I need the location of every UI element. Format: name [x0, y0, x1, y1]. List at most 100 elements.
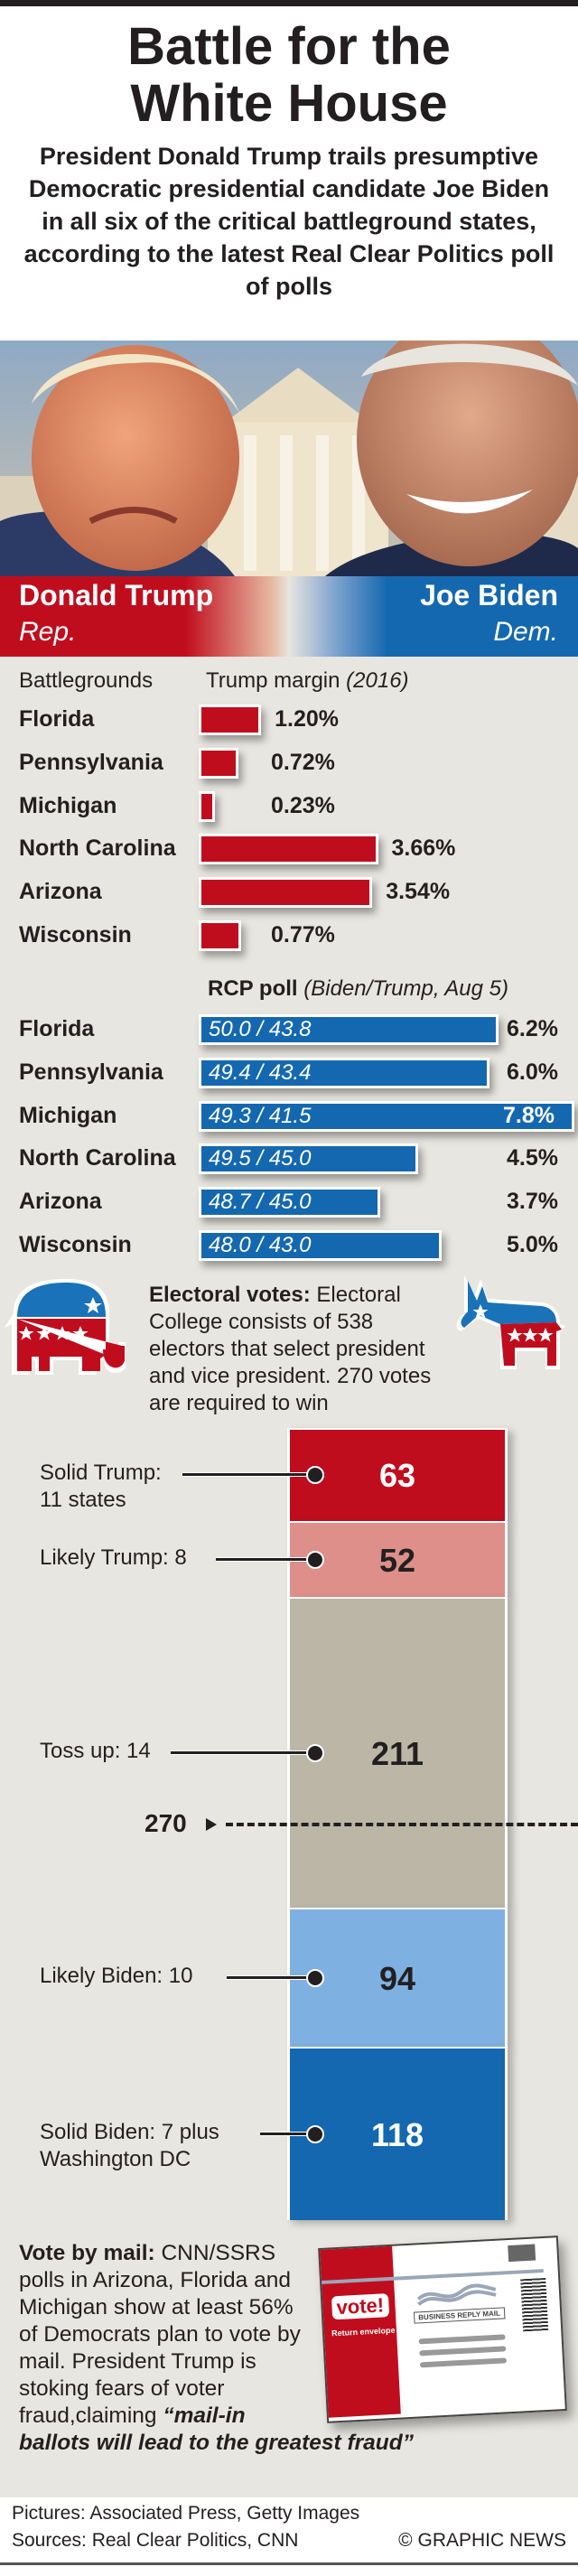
threshold-line [226, 1823, 578, 1827]
segment-label-toss-up: Toss up: 14 [40, 1738, 151, 1765]
rcp-margin-value-arizona: 3.7% [507, 1189, 558, 1215]
state-label-michigan: Michigan [19, 792, 117, 818]
vote-by-mail-body: CNN/SSRS polls in Arizona, Florida and M… [19, 2241, 301, 2428]
democratic-donkey-icon [456, 1275, 565, 1369]
pictures-credit: Pictures: Associated Press, Getty Images [12, 2503, 360, 2524]
rcp-state-label-wisconsin: Wisconsin [19, 1232, 132, 1257]
leader-dot [306, 1968, 324, 1987]
rcp-margin-value-wisconsin: 5.0% [507, 1232, 558, 1257]
candidates-banner: Donald Trump Rep. Joe Biden Dem. [0, 576, 578, 657]
rcp-bar-michigan: 49.3 / 41.5 [199, 1100, 575, 1132]
segment-label-line: Likely Trump: 8 [40, 1545, 187, 1571]
trump-margin-value-pennsylvania: 0.72% [271, 749, 335, 775]
rcp-bar-wisconsin: 48.0 / 43.0 [199, 1230, 442, 1261]
candidates-photo [0, 341, 578, 576]
rcp-state-label-pennsylvania: Pennsylvania [19, 1059, 163, 1085]
postage-stamp-icon [508, 2244, 536, 2263]
business-reply-mail-label: BUSINESS REPLY MAIL [413, 2307, 506, 2324]
vote-by-mail-text: Vote by mail: CNN/SSRS polls in Arizona,… [19, 2240, 561, 2457]
rcp-poll-numbers: 48.7 / 45.0 [209, 1190, 312, 1215]
threshold-label: 270 [144, 1809, 187, 1837]
biden-portrait [325, 341, 578, 576]
trump-margin-bar-wisconsin [199, 920, 241, 951]
leader-line [259, 2131, 313, 2136]
state-label-pennsylvania: Pennsylvania [19, 749, 163, 775]
trump-margin-note: (2016) [346, 668, 409, 693]
rcp-state-label-arizona: Arizona [19, 1189, 102, 1215]
state-label-florida: Florida [19, 706, 95, 732]
electoral-votes-text: Electoral votes: Electoral College consi… [149, 1282, 447, 1417]
segment-label-likely-biden: Likely Biden: 10 [40, 1963, 192, 1990]
rcp-bar-north-carolina: 49.5 / 45.0 [199, 1143, 418, 1175]
state-label-arizona: Arizona [19, 879, 102, 905]
address-line [418, 2334, 506, 2345]
top-rule [0, 0, 578, 6]
trump-margin-bar-michigan [199, 790, 216, 822]
trump-margin-header: Trump margin (2016) [206, 668, 409, 694]
graphic-news-credit: © GRAPHIC NEWS [398, 2530, 566, 2551]
address-line [419, 2357, 508, 2368]
segment-label-solid-biden: Solid Biden: 7 plus Washington DC [40, 2119, 219, 2173]
trump-margin-value-florida: 1.20% [275, 706, 339, 732]
subtitle: President Donald Trump trails presumptiv… [0, 140, 578, 303]
rcp-bar-pennsylvania: 49.4 / 43.4 [199, 1057, 489, 1088]
wave-logo-icon [416, 2283, 497, 2306]
leader-dot [306, 1466, 324, 1485]
vote-badge: vote! [331, 2293, 389, 2320]
barcode-icon [520, 2277, 549, 2332]
trump-margin-value-wisconsin: 0.77% [271, 922, 335, 947]
trump-quote: “mail-in ballots will lead to the greate… [19, 2403, 414, 2455]
rcp-poll-numbers: 49.4 / 43.4 [209, 1059, 312, 1085]
trump-name: Donald Trump [19, 579, 214, 611]
rcp-state-label-florida: Florida [19, 1016, 95, 1041]
segment-label-line: Likely Biden: 10 [40, 1963, 193, 1988]
rcp-poll-numbers: 48.0 / 43.0 [209, 1233, 312, 1257]
segment-label-line: 11 states [40, 1488, 126, 1513]
subtitle-text: President Donald Trump trails presumptiv… [23, 143, 555, 300]
state-label-wisconsin: Wisconsin [19, 922, 132, 947]
rcp-poll-numbers: 50.0 / 43.8 [209, 1017, 312, 1041]
mail-ballot-envelope-icon: vote! Return envelope BUSINESS REPLY MAI… [318, 2235, 567, 2423]
rcp-poll-numbers: 49.5 / 45.0 [209, 1146, 312, 1171]
trump-portrait [0, 345, 239, 576]
republican-elephant-icon [5, 1279, 126, 1375]
rcp-state-label-north-carolina: North Carolina [19, 1145, 176, 1171]
threshold-arrow-icon [206, 1818, 217, 1832]
trump-margin-value-north-carolina: 3.66% [391, 835, 456, 862]
rcp-title: RCP poll [208, 976, 298, 1001]
leader-line [226, 1974, 313, 1980]
rcp-header: RCP poll (Biden/Trump, Aug 5) [208, 976, 508, 1002]
biden-name: Joe Biden [420, 579, 558, 611]
rcp-bar-arizona: 48.7 / 45.0 [199, 1187, 380, 1218]
trump-party: Rep. [19, 617, 77, 647]
segment-label-likely-trump: Likely Trump: 8 [40, 1545, 187, 1572]
trump-margin-bar-pennsylvania [199, 747, 238, 779]
title-line-1: Battle for the [127, 17, 451, 76]
rcp-margin-value-pennsylvania: 6.0% [507, 1059, 558, 1085]
rcp-margin-value-florida: 6.2% [507, 1016, 558, 1041]
leader-line [182, 1472, 313, 1478]
footer: Pictures: Associated Press, Getty Images… [0, 2497, 578, 2565]
biden-party: Dem. [493, 617, 558, 647]
trump-margin-bar-arizona [199, 877, 373, 909]
photo-illustration [0, 341, 578, 576]
page-title: Battle for the White House [0, 18, 578, 132]
vote-by-mail-lead: Vote by mail: [19, 2241, 155, 2265]
rcp-bar-florida: 50.0 / 43.8 [199, 1014, 499, 1045]
rcp-state-label-michigan: Michigan [19, 1102, 117, 1128]
trump-margin-title: Trump margin [206, 668, 340, 693]
leader-dot [306, 1551, 324, 1570]
rcp-poll-numbers: 49.3 / 41.5 [209, 1103, 312, 1128]
sources-credit: Sources: Real Clear Politics, CNN [12, 2530, 299, 2551]
address-line [419, 2346, 507, 2357]
trump-margin-value-arizona: 3.54% [386, 879, 451, 905]
rcp-note: (Biden/Trump, Aug 5) [303, 976, 508, 1001]
electoral-body: Electoral College consists of 538 electo… [149, 1283, 432, 1415]
title-line-2: White House [130, 74, 448, 133]
electoral-lead: Electoral votes: [149, 1283, 311, 1307]
rcp-margin-value-north-carolina: 4.5% [507, 1145, 558, 1171]
rcp-margin-value-michigan: 7.8% [503, 1102, 555, 1128]
trump-margin-value-michigan: 0.23% [271, 792, 335, 818]
segment-label-line: Toss up: 14 [40, 1739, 151, 1764]
